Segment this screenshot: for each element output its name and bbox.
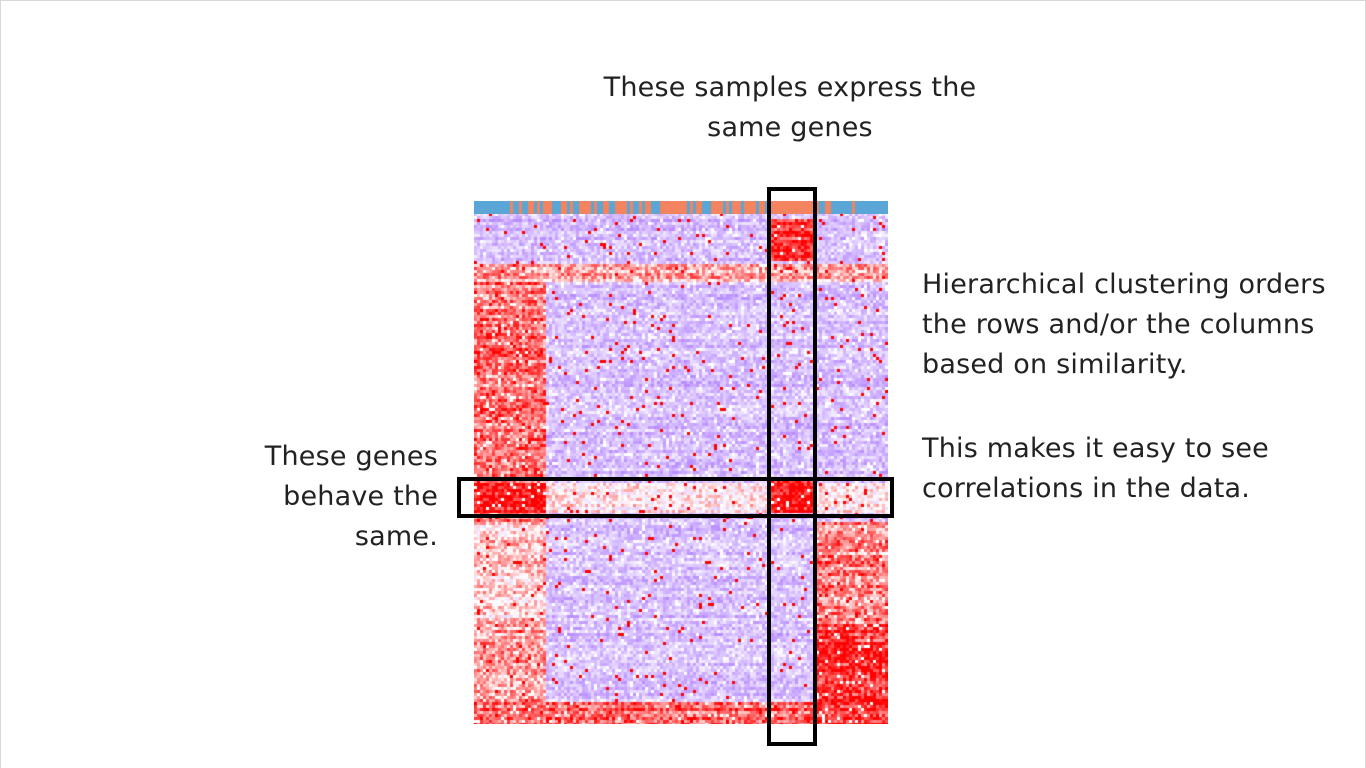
highlighted-sample-columns — [767, 187, 817, 746]
highlighted-gene-rows — [457, 477, 894, 518]
clustering-explanation-line-1: Hierarchical clustering orders — [922, 269, 1326, 300]
genes-caption-line-2: behave the — [283, 481, 438, 512]
heatmap — [474, 201, 888, 724]
heatmap-cells — [474, 201, 888, 724]
genes-caption-line-1: These genes — [264, 441, 438, 472]
correlation-explanation-line-1: This makes it easy to see — [922, 433, 1269, 464]
samples-caption-line-1: These samples express the — [603, 72, 977, 103]
samples-caption: These samples express the same genes — [590, 68, 990, 148]
clustering-explanation: Hierarchical clustering orders the rows … — [922, 265, 1326, 385]
genes-caption-line-3: same. — [354, 521, 438, 552]
samples-caption-line-2: same genes — [707, 112, 873, 143]
genes-caption: These genes behave the same. — [232, 437, 438, 557]
sample-group-bar — [474, 201, 888, 214]
clustering-explanation-line-2: the rows and/or the columns — [922, 309, 1315, 340]
clustering-explanation-line-3: based on similarity. — [922, 349, 1188, 380]
correlation-explanation: This makes it easy to see correlations i… — [922, 429, 1269, 509]
correlation-explanation-line-2: correlations in the data. — [922, 473, 1251, 504]
